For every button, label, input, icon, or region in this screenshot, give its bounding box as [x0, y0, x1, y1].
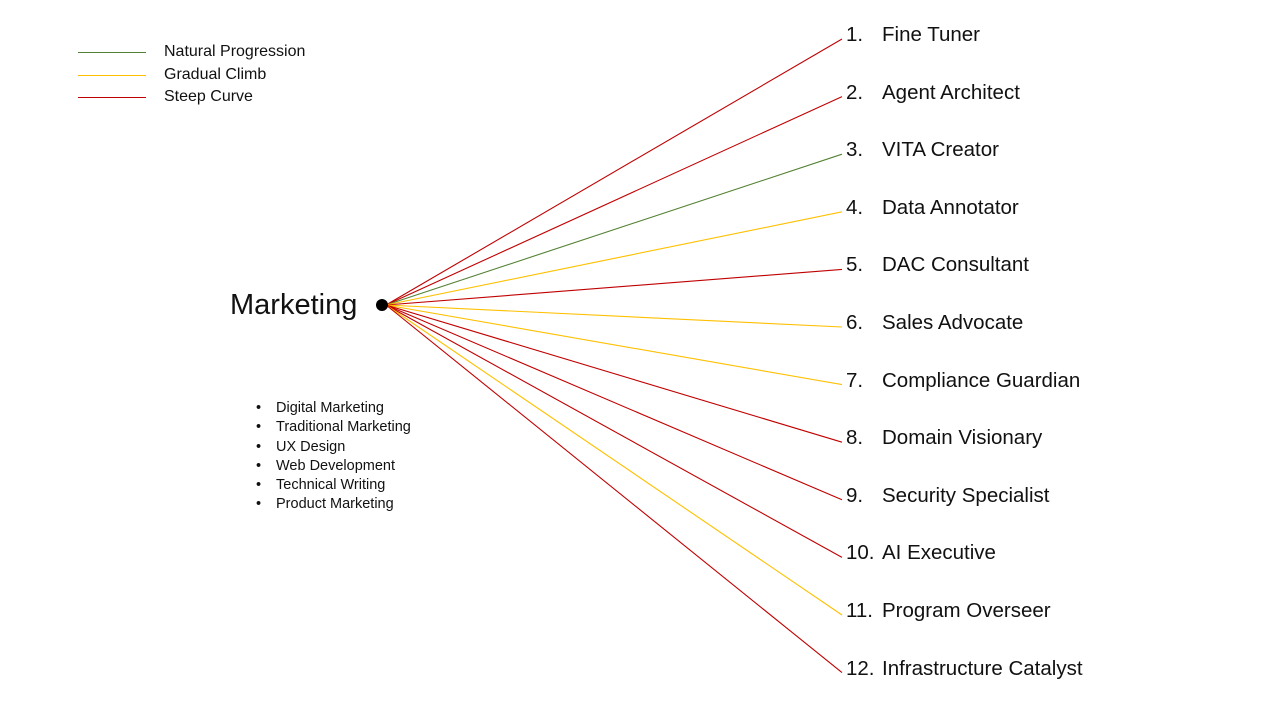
role-number: 4.	[846, 195, 864, 219]
role-name: DAC Consultant	[882, 253, 1029, 277]
skill-label: Traditional Marketing	[276, 419, 411, 436]
connector-line-fine-tuner	[385, 38, 843, 306]
skill-label: Web Development	[276, 457, 396, 474]
skill-item-ux-design: • UX Design	[256, 438, 411, 457]
skill-label: UX Design	[276, 438, 346, 455]
role-name: Domain Visionary	[882, 426, 1043, 450]
role-name: Data Annotator	[882, 195, 1019, 219]
connector-line-agent-architect	[385, 96, 843, 306]
connector-line-security-specialist	[385, 304, 843, 501]
role-name: Infrastructure Catalyst	[882, 656, 1083, 680]
connector-line-ai-executive	[385, 304, 843, 558]
skill-item-digital-marketing: • Digital Marketing	[256, 399, 411, 418]
role-number: 7.	[846, 368, 864, 392]
role-name: Fine Tuner	[882, 23, 980, 46]
center-node	[376, 299, 388, 311]
role-number: 1.	[846, 23, 864, 46]
connector-line-vita-creator	[385, 153, 843, 306]
role-number: 6.	[846, 311, 864, 334]
bullet-icon: •	[256, 438, 262, 455]
legend-label-gradual-climb: Gradual Climb	[164, 65, 267, 83]
connector-line-sales-advocate	[385, 304, 843, 328]
bullet-icon: •	[256, 457, 262, 474]
connector-lines	[385, 38, 843, 674]
bullet-icon: •	[256, 400, 262, 416]
connector-line-program-overseer	[385, 304, 843, 616]
role-name: Compliance Guardian	[882, 368, 1081, 392]
role-name: Program Overseer	[882, 599, 1051, 622]
skill-label: Product Marketing	[276, 496, 394, 513]
legend-swatch-steep-curve	[78, 97, 146, 98]
role-name: Agent Architect	[882, 80, 1020, 104]
role-number: 10.	[846, 541, 875, 565]
legend-swatch-gradual-climb	[78, 74, 146, 76]
skill-item-product-marketing: • Product Marketing	[256, 495, 411, 514]
skill-item-traditional-marketing: • Traditional Marketing	[256, 418, 411, 437]
skill-label: Technical Writing	[276, 477, 386, 494]
connector-line-dac-consultant	[385, 268, 843, 306]
legend-swatch-natural-progression	[78, 52, 146, 53]
legend-label-natural-progression: Natural Progression	[164, 43, 306, 60]
role-number: 2.	[846, 80, 864, 104]
role-number: 11.	[846, 599, 873, 622]
skills-list: • Digital Marketing • Traditional Marketin…	[256, 399, 411, 515]
connector-line-data-annotator	[385, 211, 843, 306]
bullet-icon: •	[256, 419, 262, 436]
role-name: Security Specialist	[882, 483, 1050, 507]
connector-line-domain-visionary	[385, 304, 843, 443]
skill-item-web-development: • Web Development	[256, 457, 411, 476]
role-number: 3.	[846, 138, 864, 162]
legend-label-steep-curve: Steep Curve	[164, 88, 253, 105]
role-number: 12.	[846, 656, 875, 680]
connector-line-compliance-guardian	[385, 304, 843, 386]
skill-item-technical-writing: • Technical Writing	[256, 476, 411, 495]
role-number: 5.	[846, 253, 864, 277]
skill-label: Digital Marketing	[276, 400, 384, 416]
role-name: VITA Creator	[882, 138, 999, 162]
role-name: Sales Advocate	[882, 311, 1024, 334]
bullet-icon: •	[256, 496, 262, 513]
role-name: AI Executive	[882, 541, 996, 565]
role-number: 8.	[846, 426, 864, 450]
role-number: 9.	[846, 483, 864, 507]
center-label: Marketing	[230, 289, 358, 321]
connector-line-infrastructure-catalyst	[385, 304, 843, 674]
bullet-icon: •	[256, 477, 262, 494]
